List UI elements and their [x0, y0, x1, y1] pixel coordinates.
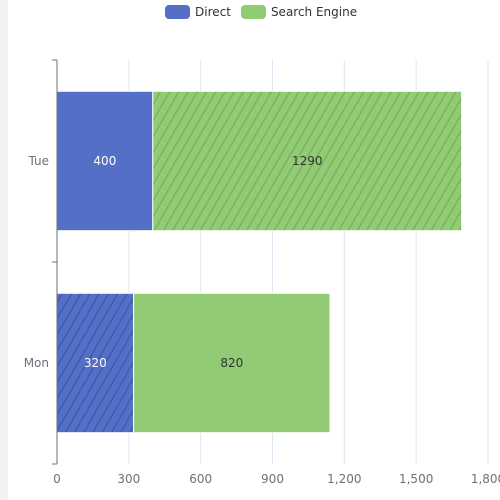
y-tick-label: Mon	[24, 356, 49, 370]
x-tick-label: 1,200	[327, 472, 361, 486]
legend-swatch-search-engine	[240, 5, 266, 19]
x-tick-label: 900	[261, 472, 284, 486]
chart-legend: Direct Search Engine	[165, 3, 357, 21]
x-tick-label: 0	[53, 472, 61, 486]
legend-label-direct: Direct	[195, 5, 231, 19]
legend-item-search-engine[interactable]: Search Engine	[240, 5, 358, 19]
bar-value-label: 1290	[292, 154, 323, 168]
legend-swatch-direct	[165, 5, 190, 19]
y-tick-label: Tue	[28, 154, 50, 168]
legend-label-search-engine: Search Engine	[270, 5, 358, 19]
legend-item-direct[interactable]: Direct	[165, 5, 231, 19]
x-tick-label: 600	[189, 472, 212, 486]
bar-search-engine-tue	[152, 90, 463, 232]
labels: 320 820 400 1290	[84, 154, 323, 370]
bar-value-label: 400	[93, 154, 116, 168]
x-tick-label: 300	[117, 472, 140, 486]
bar-direct-tue	[56, 90, 154, 232]
bar-value-label: 820	[220, 356, 243, 370]
x-tick-label: 1,800	[471, 472, 500, 486]
x-tick-label: 1,500	[399, 472, 433, 486]
bar-search-engine-mon	[133, 292, 331, 434]
axes: 0 300 600 900 1,200 1,500 1,800 Mon Tue	[24, 59, 500, 486]
bar-value-label: 320	[84, 356, 107, 370]
bar-direct-mon	[56, 292, 135, 434]
bars	[56, 90, 463, 434]
